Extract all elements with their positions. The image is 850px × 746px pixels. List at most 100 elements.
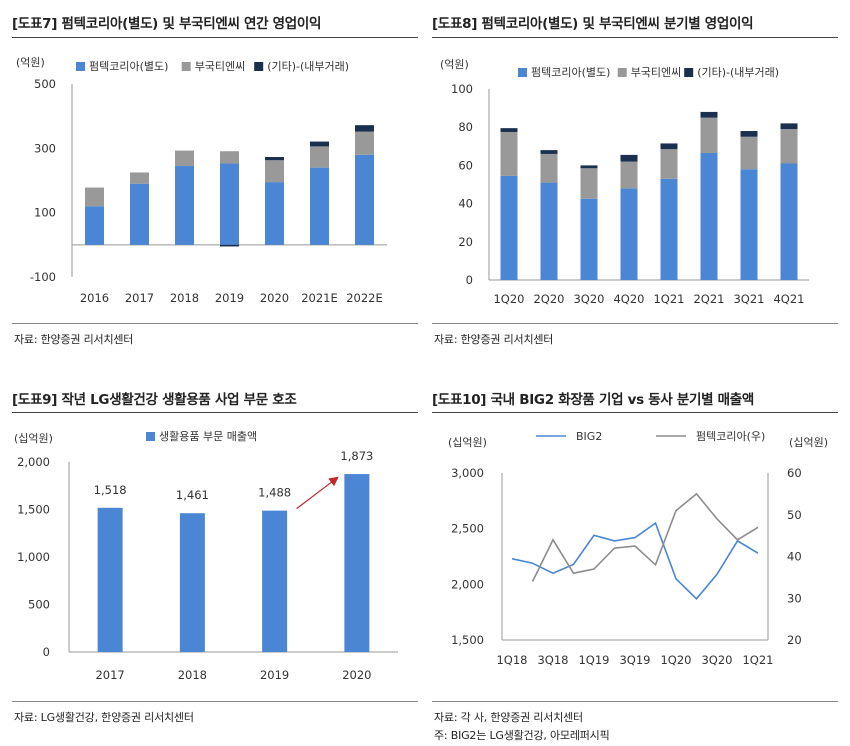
x-tick-label: 2Q21 <box>693 292 724 306</box>
y-tick-label: 300 <box>34 141 56 155</box>
y-tick-label: 2,000 <box>451 577 484 591</box>
chart-quarterly-op-profit: (억원) 0 20 40 60 80 100 1Q20 2Q20 3Q20 4Q20 1Q21 2Q21… <box>440 58 809 306</box>
panel-quarterly-op-profit: [도표8] 펌텍코리아(별도) 및 부국티엔씨 분기별 영업이익 (억원) 0 20… <box>432 0 838 370</box>
y-tick-label: 500 <box>28 598 50 612</box>
data-label: 1,461 <box>176 488 209 502</box>
data-label: 1,518 <box>94 483 127 497</box>
bar-segment <box>660 143 678 150</box>
y-tick-label: 1,500 <box>451 633 484 647</box>
bar <box>97 507 123 652</box>
x-tick-label: 1Q19 <box>578 653 609 667</box>
bar-segment <box>500 131 518 176</box>
x-tick-label: 3Q20 <box>701 653 732 667</box>
bar-segment <box>130 172 149 184</box>
bar-segment <box>355 125 374 132</box>
source-text: 자료: LG생활건강, 한양증권 리서치센터 <box>14 711 194 724</box>
series-line <box>531 492 759 582</box>
y-tick-label: 1,500 <box>17 503 50 517</box>
x-tick-label: 1Q21 <box>742 653 773 667</box>
bar-segment <box>355 131 374 155</box>
bar <box>179 513 205 652</box>
bar-segment <box>220 163 239 245</box>
source-text: 자료: 각 사, 한양증권 리서치센터 <box>434 711 583 724</box>
note-text: 주: BIG2는 LG생활건강, 아모레퍼시픽 <box>434 729 610 742</box>
x-tick-label: 2019 <box>260 668 289 682</box>
x-tick-label: 1Q20 <box>493 292 524 306</box>
bar-segment <box>540 182 558 280</box>
x-tick-label: 2019 <box>215 291 244 305</box>
bar-segment <box>85 206 104 245</box>
y-tick-label: 60 <box>458 158 473 172</box>
x-tick-label: 1Q20 <box>660 653 691 667</box>
bar-segment <box>700 111 718 118</box>
title-divider <box>12 412 418 413</box>
bar <box>262 510 288 652</box>
x-tick-label: 3Q20 <box>573 292 604 306</box>
x-tick-label: 2022E <box>346 291 383 305</box>
chart-annual-op-profit: (억원) -100 100 300 500 2016 2017 2018 2019 2020 202… <box>16 56 387 305</box>
source-divider <box>12 323 418 324</box>
legend-label: 생활용품 부문 매출액 <box>159 429 257 443</box>
panel-big2-vs-company: [도표10] 국내 BIG2 화장품 기업 vs 동사 분기별 매출액 (십억원… <box>432 380 838 746</box>
bar-segment <box>780 129 798 164</box>
bar-segment <box>130 183 149 245</box>
source-divider <box>432 323 838 324</box>
y-tick-label: 3,000 <box>451 466 484 480</box>
legend-label: 부국티엔씨 <box>195 60 246 73</box>
panel-title: [도표8] 펌텍코리아(별도) 및 부국티엔씨 분기별 영업이익 <box>432 16 754 32</box>
x-tick-label: 4Q21 <box>773 292 804 306</box>
y-axis-right-label: (십억원) <box>789 436 828 449</box>
bar-segment <box>620 154 638 162</box>
x-tick-label: 2018 <box>178 668 207 682</box>
y-tick-label: 100 <box>451 82 473 96</box>
panel-title: [도표7] 펌텍코리아(별도) 및 부국티엔씨 연간 영업이익 <box>12 16 322 32</box>
bar-segment <box>85 187 104 207</box>
y-tick-label: 20 <box>458 235 473 249</box>
title-divider <box>432 37 838 38</box>
x-tick-label: 2020 <box>342 668 371 682</box>
y-tick-label: 40 <box>458 197 473 211</box>
bar-segment <box>620 161 638 189</box>
y-axis-label: (십억원) <box>14 432 53 445</box>
bar-segment <box>500 128 518 132</box>
bar-segment <box>620 188 638 280</box>
y-tick-label: 0 <box>466 273 473 287</box>
bar-segment <box>580 168 598 199</box>
x-tick-label: 3Q21 <box>733 292 764 306</box>
bar-segment <box>580 165 598 169</box>
y-tick-label: 2,500 <box>451 522 484 536</box>
x-tick-label: 2Q20 <box>533 292 564 306</box>
x-tick-label: 4Q20 <box>613 292 644 306</box>
bar-segment <box>220 244 239 247</box>
bar-segment <box>660 149 678 179</box>
chart-big2-vs-company: (십억원) (십억원) 1,500 2,000 2,500 3,000 20 30 40 50 60… <box>448 430 828 667</box>
bar-segment <box>540 150 558 154</box>
y-tick-label: 500 <box>34 77 56 91</box>
legend-label: 펌텍코리아(별도) <box>531 66 610 79</box>
panel-title: [도표10] 국내 BIG2 화장품 기업 vs 동사 분기별 매출액 <box>432 392 754 408</box>
legend-label: (기타)-(내부거래) <box>267 60 349 73</box>
bar-segment <box>580 198 598 280</box>
bar-segment <box>265 160 284 183</box>
bar-segment <box>310 167 329 245</box>
x-tick-label: 2016 <box>80 291 109 305</box>
bar-segment <box>175 166 194 245</box>
x-tick-label: 1Q21 <box>653 292 684 306</box>
panel-annual-op-profit: [도표7] 펌텍코리아(별도) 및 부국티엔씨 연간 영업이익 (억원) -100… <box>12 0 418 370</box>
bar-segment <box>310 146 329 168</box>
data-label: 1,488 <box>258 486 291 500</box>
y-axis-label: (십억원) <box>448 436 487 449</box>
bar-segment <box>220 151 239 164</box>
legend-label: BIG2 <box>576 430 602 443</box>
x-tick-label: 2021E <box>301 291 338 305</box>
bar-segment <box>500 175 518 280</box>
bar-segment <box>265 182 284 245</box>
y-right-tick-label: 20 <box>787 633 802 647</box>
y-axis-label: (억원) <box>440 58 469 71</box>
legend-swatch <box>76 62 85 71</box>
legend-swatch <box>146 432 155 441</box>
panel-title: [도표9] 작년 LG생활건강 생활용품 사업 부문 호조 <box>12 392 297 408</box>
legend-label: (기타)-(내부거래) <box>697 66 779 79</box>
x-tick-label: 2020 <box>260 291 289 305</box>
source-text: 자료: 한양증권 리서치센터 <box>14 333 134 346</box>
